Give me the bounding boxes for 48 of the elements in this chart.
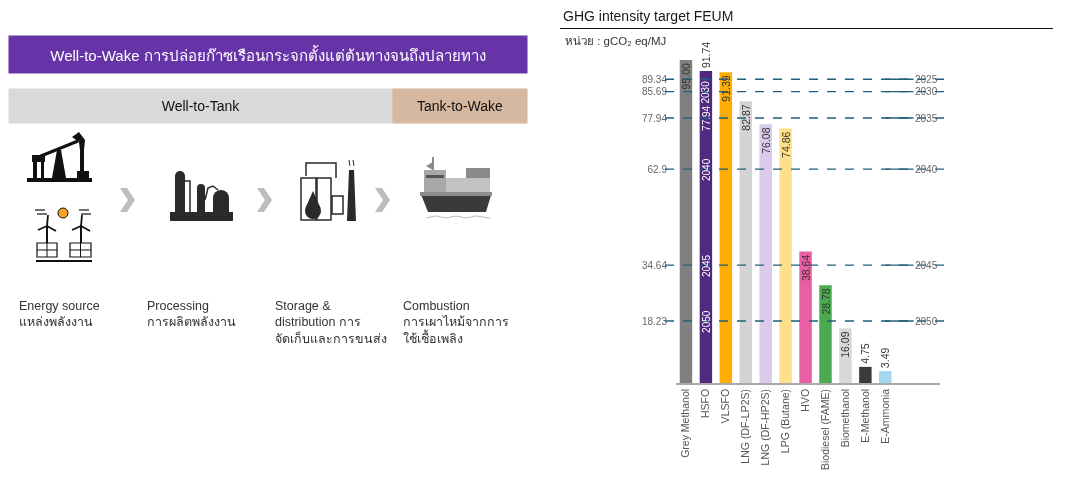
annotation: 2045 [700,254,712,278]
data-label: 95.00 [679,63,692,90]
x-tick-label: LNG (DF-HP2S) [759,388,772,466]
x-tick-label: Grey Methanol [679,388,692,458]
data-label: 4.75 [859,343,872,364]
x-tick-label: Biomethanol [838,388,851,448]
x-tick-label: E-Ammonia [878,388,891,444]
data-label: 38.64 [799,254,812,282]
x-tick-label: Biodiesel (FAME) [818,388,831,471]
x-tick-label: HSFO [699,388,712,419]
data-label: 76.08 [759,127,772,154]
y-tick-label: 34.64 [641,259,668,271]
x-tick-label: VLSFO [719,388,732,424]
data-label: 3.49 [879,347,892,369]
text: Tank-to-Wake [416,98,504,114]
x-tick-label: E-Methanol [858,388,871,443]
annotation: 2045 [915,260,938,271]
y-tick-label: 18.23 [641,315,668,327]
data-label: 16.09 [839,331,852,358]
data-label: 82.87 [739,104,752,131]
data-label: 91.39 [719,75,732,102]
annotation: 2040 [700,158,712,182]
data-label: 91.74 [699,41,712,69]
text: Well-to-Wake การปล่อยก๊าซเรือนกระจกตั้งแต่ต้นทางจนถึงปลายทาง [50,45,486,64]
annotation: 2035 [915,113,938,124]
text: Processing การผลิตพลังงาน [147,299,236,330]
x-tick-label: LPG (Butane) [779,388,792,454]
annotation: 2050 [700,310,712,333]
y-tick-label: 77.94 [641,112,668,124]
annotation: 2050 [915,316,938,327]
text: Storage & distribution การ จัดเก็บและการขนส่ง [275,299,387,346]
text: Combustion การเผาไหม้จากการ ใช้เชื้อเพลิง [403,299,509,346]
annotation: 2030 [915,86,938,97]
data-label: 28.78 [819,288,832,315]
y-tick-label: 62.9 [647,163,668,175]
x-tick-label: HVO [798,388,811,412]
annotation: 2025 [915,74,938,85]
text: Energy source แหล่งพลังงาน [19,299,100,330]
annotation: 2040 [915,164,938,175]
text: Well-to-Tank [161,98,241,114]
chart-subtitle: หน่วย : gCO₂ eq/MJ [565,35,667,47]
chart-title: GHG intensity target FEUM [563,7,734,24]
annotation: 2030 [700,80,712,104]
data-label: 74.86 [779,131,792,158]
y-tick-label: 85.69 [641,86,668,98]
y-tick-label: 89.34 [641,73,668,85]
x-tick-label: LNG (DF-LP2S) [739,388,752,464]
annotation: 77.94 [700,105,712,131]
